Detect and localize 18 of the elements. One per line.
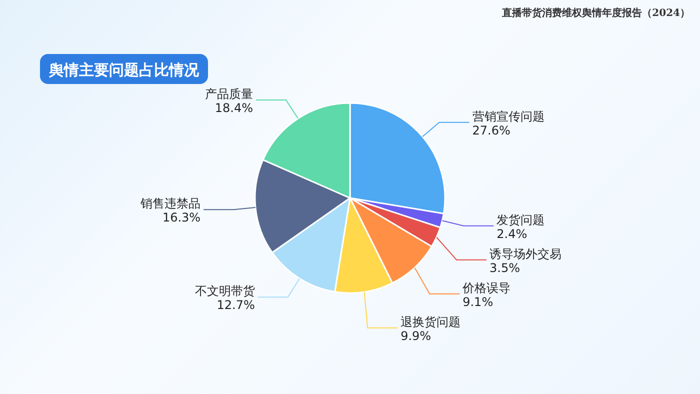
data-label: 2.4% [496,226,528,241]
data-label: 9.1% [462,294,494,309]
data-label: 18.4% [214,101,254,116]
data-label: 27.6% [472,123,510,138]
slice-label: 不文明带货 [194,284,255,298]
slice-label: 诱导场外交易 [490,246,562,261]
chart-title: 舆情主要问题占比情况 [48,61,200,79]
data-label: 16.3% [162,210,201,225]
data-label: 9.9% [400,328,432,343]
slice-label: 价格误导 [462,280,511,295]
slice-label: 销售违禁品 [140,196,201,211]
data-label: 12.7% [216,298,255,312]
slice-label: 退换货问题 [400,314,461,329]
data-label: 3.5% [490,260,520,275]
slice-label: 营销宣传问题 [472,109,544,124]
text: 直播带货消费维权舆情年度报告（2024） [501,7,690,19]
slice-label: 产品质量 [205,87,254,102]
slice-label: 发货问题 [496,212,545,227]
